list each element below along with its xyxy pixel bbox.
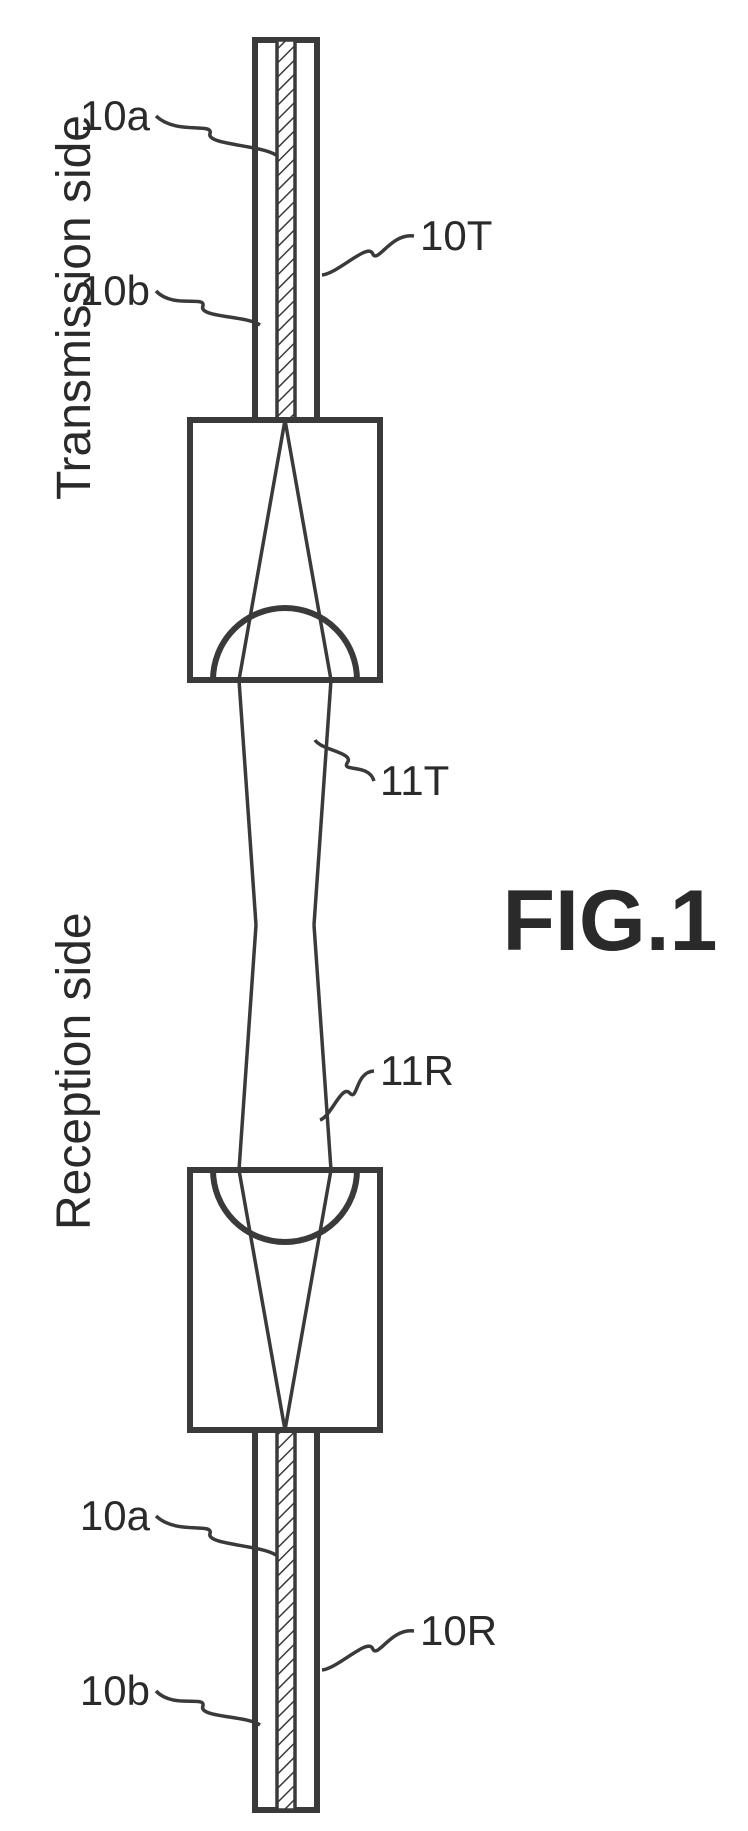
label-10b-top-text: 10b [80, 267, 150, 314]
collimator-transmission [190, 420, 380, 680]
collimator-reception [190, 1170, 380, 1430]
label-11t-text: 11T [380, 757, 449, 804]
label-10b-bottom-text: 10b [80, 1667, 150, 1714]
label-10r-leader [322, 1631, 414, 1670]
ray-mid-right-upper [314, 680, 331, 925]
label-10a-bottom-text: 10a [80, 1492, 151, 1539]
figure-label: FIG.1 [502, 873, 717, 969]
label-10r-text: 10R [420, 1607, 497, 1654]
label-11r-leader [320, 1071, 374, 1120]
svg-text:Reception side: Reception side [48, 912, 101, 1230]
ray-mid-left-lower [239, 925, 256, 1170]
label-11r-text: 11R [380, 1047, 454, 1094]
fiber-transmission-core [277, 40, 295, 420]
label-10a-top-text: 10a [80, 92, 151, 139]
label-10t-text: 10T [420, 212, 492, 259]
label-10b-bottom-leader [156, 1691, 260, 1725]
label-10t-leader [322, 236, 414, 275]
ray-mid-right-lower [314, 925, 331, 1170]
reception-side-label: Reception side [48, 912, 101, 1230]
ray-mid-left-upper [239, 680, 256, 925]
fiber-reception-core [277, 1430, 295, 1810]
label-10b-top-leader [156, 291, 260, 325]
